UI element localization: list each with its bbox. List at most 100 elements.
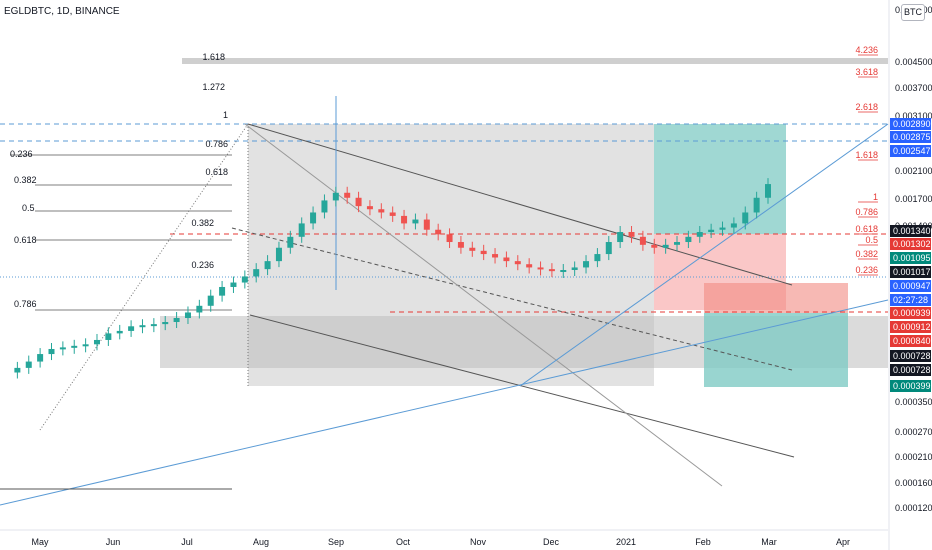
fib-right-label: 0.382: [855, 249, 878, 259]
candle-body: [128, 326, 135, 331]
candle-body: [583, 261, 590, 268]
candle-body: [765, 184, 771, 198]
fib-left-label: 1.272: [202, 82, 225, 92]
candle-body: [82, 344, 89, 347]
candle-body: [37, 354, 44, 362]
candle-body: [105, 333, 112, 340]
fib-right-label: 2.618: [855, 102, 878, 112]
highlight-zones: [160, 58, 888, 387]
candle-body: [662, 244, 669, 248]
candle-body: [241, 276, 248, 283]
candle-body: [696, 232, 703, 237]
price-badge: [890, 131, 931, 143]
candle-body: [628, 232, 635, 237]
price-badge: [890, 364, 931, 376]
fib-left-label: 0.618: [14, 235, 37, 245]
candle-body: [162, 322, 169, 325]
y-tick-label: 0.000350: [895, 397, 932, 407]
trend-down: [244, 123, 723, 487]
candle-body: [14, 367, 21, 373]
x-tick-label: Oct: [396, 537, 411, 547]
price-badge: [890, 145, 931, 157]
price-badge: [890, 307, 931, 319]
red-zone-bottom: [704, 283, 848, 313]
currency-button[interactable]: BTC: [901, 4, 925, 21]
x-tick-label: 2021: [616, 537, 636, 547]
y-tick-label: 0.000160: [895, 478, 932, 488]
candle-body: [401, 215, 408, 224]
price-badge-label: 0.001302: [893, 239, 931, 249]
candle-body: [366, 206, 373, 210]
x-tick-label: Aug: [253, 537, 269, 547]
candle-body: [548, 269, 555, 272]
candle-body: [25, 361, 32, 368]
candle-body: [207, 295, 214, 306]
x-tick-label: Nov: [470, 537, 487, 547]
y-axis: 0.0055000.0045000.0037000.0031000.002100…: [888, 0, 932, 550]
candle-body: [59, 347, 66, 350]
fib-left-label: 0.236: [10, 149, 33, 159]
green-zone-bottom: [704, 313, 848, 387]
candle-body: [184, 312, 191, 319]
x-tick-label: Sep: [328, 537, 344, 547]
y-tick-label: 0.003100: [895, 111, 932, 121]
price-badge-label: 0.001017: [893, 267, 931, 277]
candle-body: [571, 267, 578, 271]
candle-body: [219, 286, 226, 296]
candle-body: [503, 257, 510, 262]
price-badge-label: 0.000728: [893, 351, 931, 361]
fib-left-label: 1: [223, 110, 228, 120]
candle-body: [116, 330, 123, 334]
green-zone-top: [654, 124, 786, 234]
candle-body: [594, 254, 601, 262]
candle-body: [730, 223, 737, 228]
candle-body: [651, 244, 658, 248]
y-tick-label: 0.000120: [895, 503, 932, 513]
candle-body: [617, 232, 624, 243]
candle-body: [287, 236, 294, 248]
price-badge: [890, 225, 931, 237]
chart-title: EGLDBTC, 1D, BINANCE: [4, 6, 120, 17]
price-badge-label: 0.000728: [893, 365, 931, 375]
candle-body: [196, 305, 203, 313]
y-tick-label: 0.003700: [895, 83, 932, 93]
x-tick-label: Jun: [106, 537, 121, 547]
support-line: [0, 299, 889, 506]
x-tick-label: Apr: [836, 537, 850, 547]
candle-body: [469, 247, 476, 251]
fib-left-label: 0.618: [205, 167, 228, 177]
y-tick-label: 0.001700: [895, 194, 932, 204]
candle-body: [321, 200, 328, 213]
fib-right-label: 0.236: [855, 265, 878, 275]
candle-body: [150, 324, 157, 327]
x-tick-label: May: [31, 537, 49, 547]
candle-body: [48, 348, 55, 355]
candle-body: [71, 345, 78, 348]
fib-left-label: 0.382: [191, 218, 214, 228]
price-badge: [890, 118, 931, 130]
candle-body: [298, 223, 305, 237]
x-tick-label: Feb: [695, 537, 711, 547]
candle-body: [355, 197, 362, 207]
candle-body: [378, 209, 385, 213]
x-tick-label: Jul: [181, 537, 193, 547]
candle-body: [753, 197, 760, 213]
fib-band-1618: [182, 58, 888, 64]
y-tick-label: 0.002100: [895, 166, 932, 176]
candle-body: [344, 192, 351, 198]
fib-right-label: 1: [873, 192, 878, 202]
price-badge: [890, 266, 931, 278]
candle-body: [423, 219, 430, 230]
fib-left-label: 0.236: [191, 260, 214, 270]
channel-upper: [247, 123, 793, 286]
price-badge: [890, 252, 931, 264]
candle-body: [389, 212, 396, 216]
fib-left-label: 0.786: [205, 139, 228, 149]
price-badge: [890, 380, 931, 392]
fib-right-label: 0.618: [855, 224, 878, 234]
price-badge-label: 0.000939: [893, 308, 931, 318]
x-axis: May Jun Jul Aug Sep Oct Nov Dec 2021 Feb Mar Apr: [0, 529, 888, 547]
candle-body: [492, 254, 499, 258]
